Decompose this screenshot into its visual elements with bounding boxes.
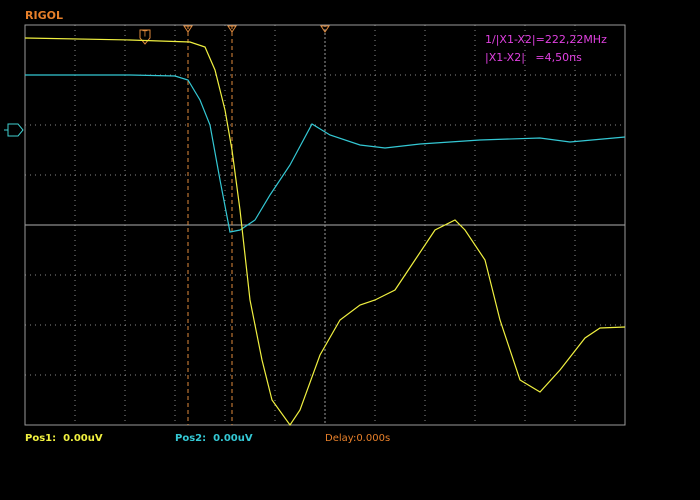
brand: RIGOL xyxy=(25,9,63,22)
trigger-marker-label: T xyxy=(142,30,148,39)
channel-2-position: Pos2: 0.00uV xyxy=(175,433,253,444)
channel-marker xyxy=(4,123,24,137)
channel-1-position: Pos1: 0.00uV xyxy=(25,433,103,444)
cursor-delta: |X1-X2| =4,50ns xyxy=(485,51,582,64)
graticule-border xyxy=(24,24,626,426)
cursor-marker xyxy=(227,25,237,33)
graticule xyxy=(24,24,626,426)
cursor-marker xyxy=(183,25,193,33)
channel-1-marker xyxy=(7,123,24,137)
channel-2-trace xyxy=(25,74,626,233)
cursor-frequency: 1/|X1-X2|=222,22MHz xyxy=(485,33,607,46)
delay: Delay:0.000s xyxy=(325,433,390,444)
channel-1-trace xyxy=(24,37,626,427)
trigger-position-marker xyxy=(320,25,330,33)
